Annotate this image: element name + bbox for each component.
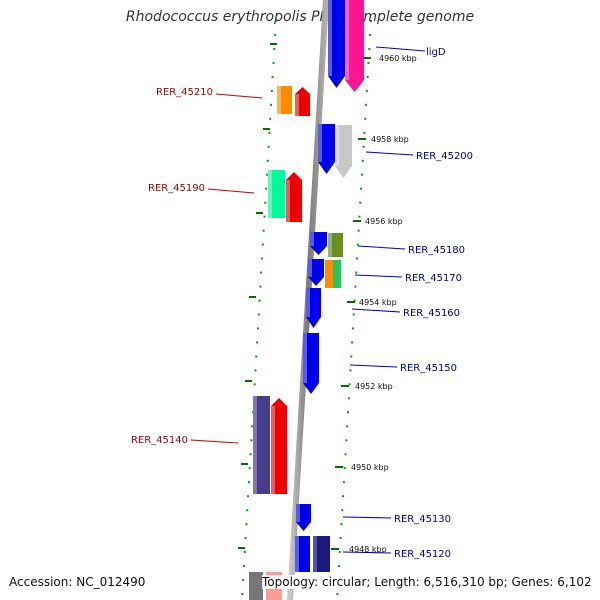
gene-RER_45200-a[interactable] bbox=[318, 124, 335, 174]
label-text: RER_45160 bbox=[403, 308, 460, 319]
tick-3: 4954 kbp bbox=[347, 298, 397, 307]
tick-label: 4960 kbp bbox=[379, 54, 417, 63]
gene-RER_45180-b[interactable] bbox=[328, 233, 343, 257]
label-RER_45140[interactable]: RER_45140 bbox=[131, 435, 239, 446]
tick-6: 4948 kbp bbox=[331, 545, 387, 554]
gene-RER_45120-a[interactable] bbox=[295, 536, 310, 572]
gene-RER_45210-a[interactable] bbox=[277, 86, 292, 114]
label-text: RER_45210 bbox=[156, 87, 213, 98]
gene-ligD-b[interactable] bbox=[345, 0, 364, 92]
map-title: Rhodococcus erythropolis PR4, complete g… bbox=[125, 9, 475, 25]
label-RER_45210[interactable]: RER_45210 bbox=[156, 87, 263, 99]
label-RER_45150[interactable]: RER_45150 bbox=[349, 363, 457, 374]
label-text: RER_45120 bbox=[394, 549, 451, 560]
gene-RER_45140-b[interactable] bbox=[271, 398, 287, 494]
topology-text: Topology: circular; Length: 6,516,310 bp… bbox=[262, 575, 592, 589]
label-text: RER_45200 bbox=[416, 151, 473, 162]
gene-RER_45120-b[interactable] bbox=[313, 536, 330, 572]
tick-2: 4956 kbp bbox=[353, 217, 403, 226]
gene-RER_45190-a[interactable] bbox=[268, 170, 285, 218]
gene-RER_45170-a[interactable] bbox=[308, 259, 324, 286]
tick-4: 4952 kbp bbox=[341, 382, 393, 391]
gene-RER_45170-c[interactable] bbox=[333, 260, 341, 288]
gene-RER_45130[interactable] bbox=[296, 504, 311, 531]
gene-ligD-a[interactable] bbox=[328, 0, 345, 88]
gene-RER_45150[interactable] bbox=[303, 333, 319, 394]
label-text: RER_45140 bbox=[131, 435, 188, 446]
label-RER_45160[interactable]: RER_45160 bbox=[351, 308, 460, 319]
label-text: RER_45190 bbox=[148, 183, 205, 194]
tick-label: 4958 kbp bbox=[371, 135, 409, 144]
tick-label: 4954 kbp bbox=[359, 298, 397, 307]
label-ligD[interactable]: ligD bbox=[375, 46, 446, 58]
label-RER_45180[interactable]: RER_45180 bbox=[357, 245, 465, 256]
gene-RER_45180-a[interactable] bbox=[310, 232, 327, 255]
accession-text: Accession: NC_012490 bbox=[9, 575, 146, 589]
tick-5: 4950 kbp bbox=[335, 463, 389, 472]
tick-label: 4952 kbp bbox=[355, 382, 393, 391]
label-RER_45200[interactable]: RER_45200 bbox=[365, 151, 473, 162]
label-text: RER_45150 bbox=[400, 363, 457, 374]
label-text: RER_45130 bbox=[394, 514, 451, 525]
tick-label: 4956 kbp bbox=[365, 217, 403, 226]
tick-label: 4948 kbp bbox=[349, 545, 387, 554]
label-RER_45120[interactable]: RER_45120 bbox=[342, 549, 451, 560]
label-RER_45170[interactable]: RER_45170 bbox=[354, 273, 462, 284]
left-ticks bbox=[238, 43, 277, 549]
tick-label: 4950 kbp bbox=[351, 463, 389, 472]
label-text: ligD bbox=[426, 47, 446, 58]
gene-RER_45190-b[interactable] bbox=[286, 172, 302, 222]
tick-0: 4960 kbp bbox=[363, 54, 417, 63]
label-RER_45190[interactable]: RER_45190 bbox=[148, 183, 255, 194]
gene-RER_45160[interactable] bbox=[306, 288, 321, 328]
gene-RER_45140-a[interactable] bbox=[253, 396, 270, 494]
gene-RER_45200-b[interactable] bbox=[335, 125, 352, 178]
gene-RER_45210-b[interactable] bbox=[295, 87, 310, 116]
tick-1: 4958 kbp bbox=[358, 135, 409, 144]
label-RER_45130[interactable]: RER_45130 bbox=[342, 514, 451, 525]
gene-RER_45170-b[interactable] bbox=[325, 260, 333, 288]
label-text: RER_45170 bbox=[405, 273, 462, 284]
gene-bottom-grey[interactable] bbox=[249, 572, 263, 600]
label-text: RER_45180 bbox=[408, 245, 465, 256]
